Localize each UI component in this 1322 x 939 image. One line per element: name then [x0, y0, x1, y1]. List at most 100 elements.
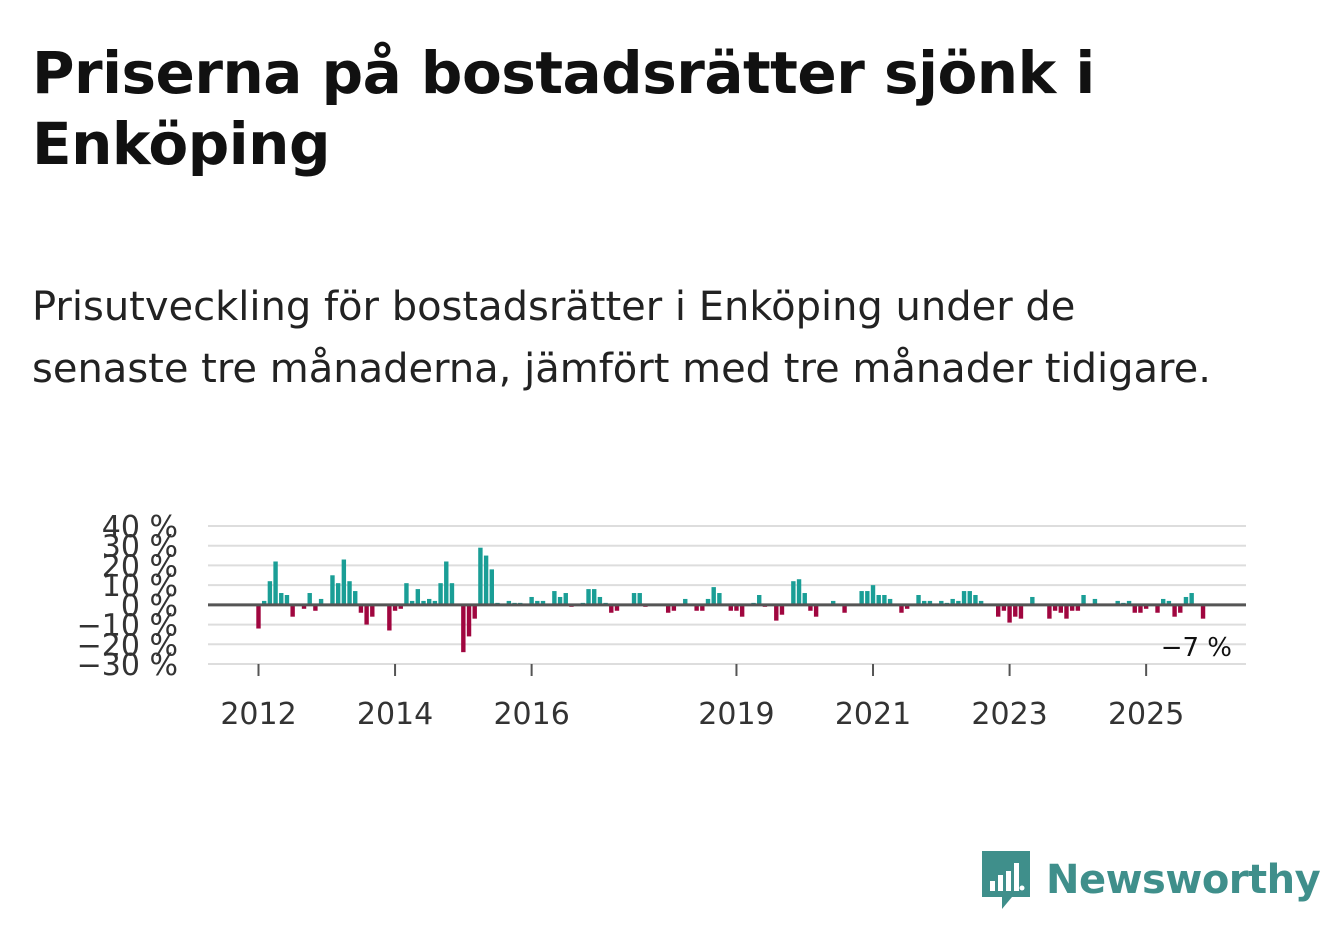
bar — [1052, 604, 1058, 611]
bar — [859, 591, 864, 605]
bar — [261, 600, 267, 605]
bar — [1155, 604, 1160, 613]
y-tick-label: 40 % — [102, 510, 178, 545]
bar — [256, 604, 261, 629]
bar — [904, 604, 910, 609]
bar — [290, 604, 295, 617]
brand-name: Newsworthy — [1046, 857, 1321, 903]
bar — [734, 604, 739, 611]
bar — [387, 604, 392, 631]
y-tick-label: 30 % — [102, 530, 178, 565]
bar — [284, 595, 290, 605]
bar — [466, 604, 472, 637]
bar — [1200, 604, 1206, 619]
bar — [409, 600, 415, 605]
x-tick-label: 2016 — [493, 697, 569, 732]
bar — [427, 598, 432, 605]
bar — [1115, 600, 1120, 605]
bar — [728, 604, 733, 611]
bar — [438, 583, 443, 605]
x-tick-label: 2023 — [971, 697, 1047, 732]
bar — [552, 591, 557, 605]
bar — [757, 595, 762, 605]
bar — [335, 583, 341, 605]
bar — [694, 604, 699, 611]
bar — [273, 561, 278, 605]
bar — [1013, 604, 1018, 617]
bar — [700, 604, 705, 611]
bar — [665, 604, 671, 613]
bar — [1161, 598, 1166, 605]
bar — [483, 555, 489, 605]
bar — [592, 589, 597, 605]
bar — [1138, 604, 1143, 613]
bar — [404, 583, 409, 605]
bar — [472, 604, 477, 619]
bar-chart-speech-bubble-icon — [982, 851, 1030, 909]
bar — [956, 600, 961, 605]
bar — [1030, 596, 1035, 605]
bar — [774, 604, 779, 621]
bar — [796, 579, 802, 605]
bar — [421, 600, 426, 605]
bar — [791, 581, 796, 605]
newsworthy-logo: Newsworthy — [982, 850, 1321, 910]
page-title: Priserna på bostadsrätter sjönk i Enköpi… — [32, 39, 1095, 178]
bar — [717, 593, 722, 605]
bar — [1069, 604, 1075, 611]
end-value-label: −7 % — [1161, 633, 1232, 663]
bar — [927, 600, 933, 605]
bar — [1092, 598, 1098, 605]
bar — [939, 600, 944, 605]
bar — [671, 604, 677, 611]
bar — [506, 600, 512, 605]
bar — [313, 604, 318, 611]
bar — [398, 604, 403, 609]
bar — [813, 604, 819, 617]
bar — [529, 596, 534, 605]
bar — [899, 604, 904, 613]
bar — [802, 593, 807, 605]
bar — [631, 593, 637, 605]
bar — [478, 547, 483, 605]
y-axis-labels: 40 %30 %20 %10 %0 %−10 %−20 %−30 % — [77, 510, 178, 683]
bar — [830, 600, 836, 605]
bar — [887, 598, 893, 605]
y-tick-label: −10 % — [77, 609, 178, 644]
bar — [597, 596, 603, 605]
bar — [557, 596, 563, 605]
bar — [279, 593, 284, 605]
bar — [461, 604, 466, 653]
bar — [683, 598, 688, 605]
bar — [392, 604, 398, 611]
bar — [563, 593, 568, 605]
bar — [978, 600, 984, 605]
bar — [614, 604, 620, 611]
bar — [973, 595, 978, 605]
bar — [1166, 600, 1172, 605]
bar — [1183, 596, 1189, 605]
bar — [586, 589, 591, 605]
bar — [967, 591, 972, 605]
bar — [1075, 604, 1081, 611]
bar — [1007, 604, 1012, 623]
bar — [739, 604, 745, 617]
bar — [1132, 604, 1137, 613]
bar — [267, 581, 273, 605]
bar — [961, 591, 967, 605]
y-tick-label: −30 % — [77, 648, 178, 683]
bar — [432, 600, 438, 605]
x-tick-label: 2025 — [1108, 697, 1184, 732]
bar — [1126, 600, 1132, 605]
bar — [1064, 604, 1069, 619]
x-tick-label: 2014 — [357, 697, 433, 732]
bar — [609, 604, 614, 613]
bar — [1143, 604, 1149, 609]
x-axis-labels: 2012 2014 2016 2019 2021 2023 2025 — [220, 664, 1184, 732]
bar — [876, 595, 881, 605]
bar — [1189, 593, 1194, 605]
bar — [358, 604, 364, 613]
bar — [870, 585, 876, 605]
bar — [444, 561, 449, 605]
bar — [950, 598, 955, 605]
